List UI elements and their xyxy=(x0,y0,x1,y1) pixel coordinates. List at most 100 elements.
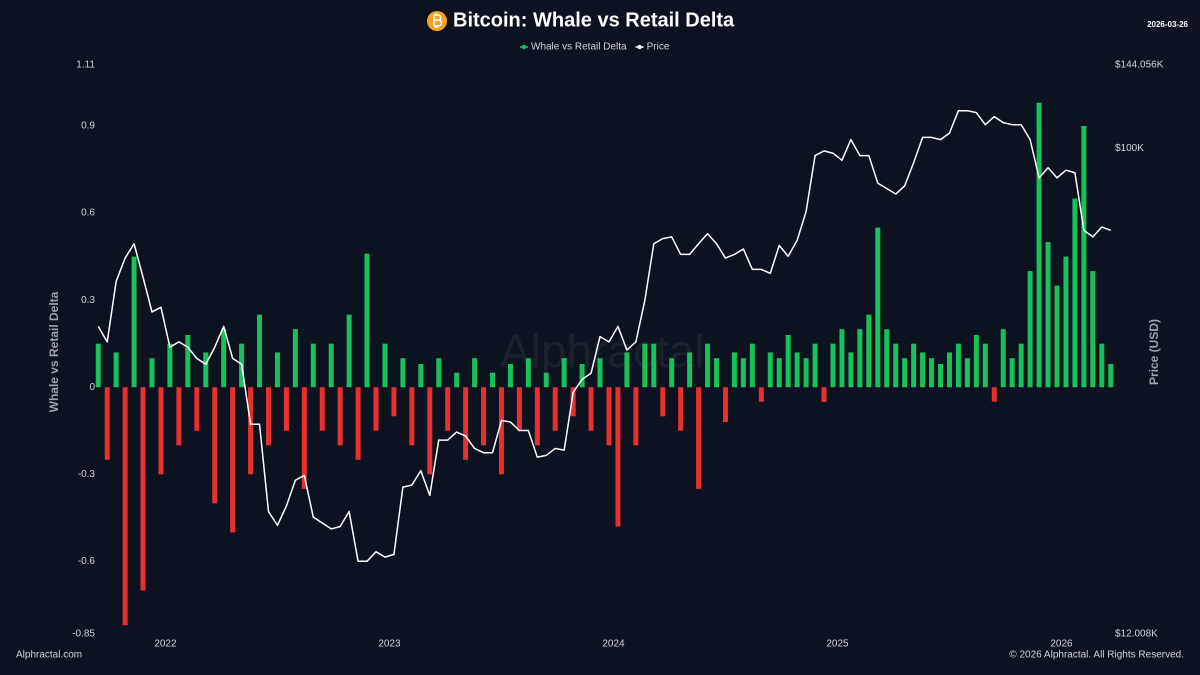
y-tick-label: -0.6 xyxy=(78,556,96,567)
bar xyxy=(203,352,209,388)
bar xyxy=(248,387,254,475)
bar xyxy=(1027,271,1033,388)
bar xyxy=(373,387,379,431)
bar xyxy=(167,343,173,388)
bar xyxy=(382,343,388,388)
bar xyxy=(400,358,406,388)
bar xyxy=(1009,358,1015,388)
bar xyxy=(149,358,155,388)
bar xyxy=(310,343,316,388)
bar xyxy=(292,329,298,388)
bar xyxy=(185,334,191,388)
date: 2026-03-26 xyxy=(1147,20,1188,29)
bar xyxy=(346,314,352,388)
bar xyxy=(973,334,979,388)
chart-title: Bitcoin: Whale vs Retail Delta xyxy=(453,9,735,31)
bar xyxy=(1063,256,1069,388)
bar xyxy=(615,387,621,527)
bar xyxy=(633,387,639,446)
bar xyxy=(1108,364,1114,388)
bar xyxy=(283,387,289,431)
bar xyxy=(1054,285,1060,388)
bar xyxy=(1090,271,1096,388)
bar xyxy=(221,329,227,388)
bar xyxy=(319,387,325,431)
bar xyxy=(391,387,397,417)
y-tick-label: 0.9 xyxy=(81,121,95,132)
y-tick-label: -0.3 xyxy=(78,469,96,480)
bar xyxy=(669,358,675,388)
bar xyxy=(893,343,899,388)
bar xyxy=(758,387,764,402)
bar xyxy=(1099,343,1105,388)
y2-tick-label: $144.056K xyxy=(1115,60,1164,71)
bar xyxy=(95,343,101,388)
bar xyxy=(722,387,728,423)
footer-left: Alphractal.com xyxy=(16,650,82,661)
y-tick-label: -0.85 xyxy=(72,629,95,640)
bar xyxy=(122,387,128,626)
bar xyxy=(929,358,935,388)
bar xyxy=(857,329,863,388)
bar xyxy=(552,387,558,431)
bar xyxy=(140,387,146,591)
bar xyxy=(113,352,119,388)
bar xyxy=(328,343,334,388)
legend-marker xyxy=(521,44,527,50)
bar xyxy=(507,364,513,388)
y2-tick-label: $100K xyxy=(1115,143,1144,154)
bar xyxy=(740,358,746,388)
x-tick-label: 2024 xyxy=(602,639,625,650)
bar xyxy=(158,387,164,475)
bar xyxy=(767,352,773,388)
bar xyxy=(301,387,307,489)
bar xyxy=(776,358,782,388)
bar xyxy=(794,352,800,388)
bar xyxy=(454,372,460,388)
bar xyxy=(660,387,666,417)
bar xyxy=(714,358,720,388)
bar xyxy=(1036,102,1042,388)
bar xyxy=(104,387,110,460)
bar xyxy=(543,372,549,388)
bar xyxy=(597,358,603,388)
bar xyxy=(1000,329,1006,388)
bar xyxy=(1081,125,1087,388)
bar xyxy=(588,387,594,431)
y-tick-label: 0 xyxy=(89,382,95,393)
bar xyxy=(176,387,182,446)
legend-label: Whale vs Retail Delta xyxy=(531,42,627,53)
bar xyxy=(579,364,585,388)
bar xyxy=(1045,242,1051,388)
bar xyxy=(803,358,809,388)
footer-right: © 2026 Alphractal. All Rights Reserved. xyxy=(1009,650,1184,661)
bar xyxy=(848,352,854,388)
bar xyxy=(606,387,612,446)
bar xyxy=(821,387,827,402)
bar xyxy=(525,358,531,388)
bar xyxy=(257,314,263,388)
bar xyxy=(731,352,737,388)
bar xyxy=(991,387,997,402)
bar xyxy=(445,387,451,431)
x-tick-label: 2025 xyxy=(826,639,849,650)
y-tick-label: 0.6 xyxy=(81,208,95,219)
bar xyxy=(678,387,684,431)
bitcoin-icon xyxy=(427,11,447,31)
legend-marker xyxy=(637,44,642,50)
bar xyxy=(570,387,576,417)
y-tick-label: 1.11 xyxy=(76,60,95,71)
bar xyxy=(364,253,370,388)
bar xyxy=(785,334,791,388)
bar xyxy=(489,372,495,388)
bar xyxy=(230,387,236,533)
x-tick-label: 2026 xyxy=(1050,639,1073,650)
bar xyxy=(1072,198,1078,388)
bar xyxy=(481,387,487,446)
bar xyxy=(911,343,917,388)
bar xyxy=(463,387,469,460)
bar xyxy=(355,387,361,460)
x-tick-label: 2023 xyxy=(378,639,401,650)
